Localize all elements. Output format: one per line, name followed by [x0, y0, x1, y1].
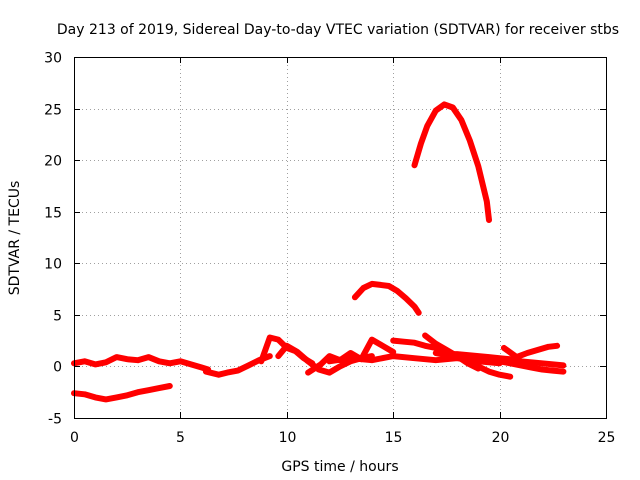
- grid-layer: [74, 57, 606, 418]
- x-axis-label: GPS time / hours: [281, 459, 398, 475]
- series-arc-13: [351, 280, 422, 316]
- ticks-layer: 0 5 10 15 20 25 -5 0 5 10 15 20 25 30: [44, 51, 615, 447]
- x-tick-label: 20: [492, 430, 510, 446]
- plot-frame: [74, 57, 607, 419]
- series-arc-2: [71, 383, 173, 403]
- y-axis-label: SDTVAR / TECUs: [7, 181, 23, 296]
- y-tick-label: 20: [44, 154, 62, 170]
- series-arc-11: [443, 351, 567, 369]
- series-arc-1: [71, 354, 212, 373]
- y-tick-label: 0: [53, 360, 62, 376]
- y-tick-label: 10: [44, 257, 62, 273]
- x-tick-label: 0: [70, 430, 79, 446]
- x-tick-label: 15: [385, 430, 403, 446]
- x-tick-label: 25: [598, 430, 616, 446]
- x-tick-label: 5: [176, 430, 185, 446]
- y-tick-label: 5: [53, 309, 62, 325]
- y-tick-label: 25: [44, 103, 62, 119]
- chart-title: Day 213 of 2019, Sidereal Day-to-day VTE…: [57, 22, 619, 38]
- series-arc-6: [305, 336, 397, 376]
- series-arc-14: [411, 101, 492, 223]
- y-tick-label: 30: [44, 51, 62, 67]
- series-layer: [71, 101, 567, 403]
- y-tick-label: -5: [48, 412, 62, 428]
- y-tick-label: 15: [44, 206, 62, 222]
- series-arc-9: [422, 332, 514, 380]
- series-arc-12: [500, 342, 561, 361]
- x-tick-label: 10: [279, 430, 297, 446]
